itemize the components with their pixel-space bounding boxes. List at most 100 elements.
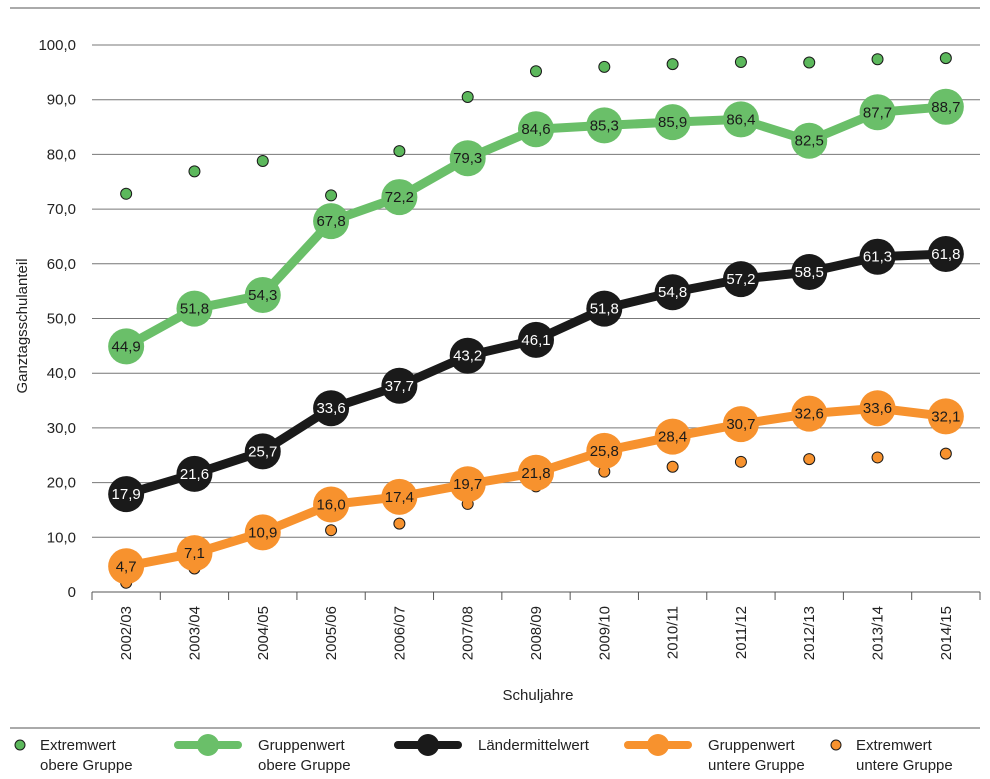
data-marker xyxy=(654,418,691,455)
data-labels: 44,9 51,8 54,3 67,8 72,2 79,3 84,6 85,3 85,9 86,4… xyxy=(112,99,961,575)
extreme-point xyxy=(871,451,884,464)
data-label: 30,7 xyxy=(726,416,755,433)
x-tick-label: 2006/07 xyxy=(391,606,408,660)
x-tick-label: 2005/06 xyxy=(323,606,340,660)
data-marker xyxy=(381,367,418,404)
data-marker xyxy=(108,548,145,585)
data-marker xyxy=(108,328,145,365)
y-axis-label: Ganztagsschulanteil xyxy=(14,258,31,393)
data-marker xyxy=(244,276,281,313)
data-marker xyxy=(518,454,554,491)
data-marker xyxy=(586,290,623,327)
data-label: 21,8 xyxy=(521,465,550,482)
x-axis-ticks: 2002/03 2003/04 2004/05 2005/06 2006/07 2007/… xyxy=(118,606,955,660)
legend-dot xyxy=(830,739,842,751)
y-tick-label: 0 xyxy=(68,584,76,601)
data-marker xyxy=(176,535,213,572)
y-tick-label: 100,0 xyxy=(38,37,76,54)
data-marker xyxy=(654,104,691,141)
data-marker xyxy=(722,261,759,298)
data-label: 86,4 xyxy=(726,111,755,128)
data-marker xyxy=(518,321,554,358)
data-marker xyxy=(381,478,418,515)
data-label: 46,1 xyxy=(521,332,550,349)
data-label: 79,3 xyxy=(453,150,482,167)
data-marker xyxy=(927,235,964,272)
data-label: 72,2 xyxy=(385,189,414,206)
y-tick-label: 20,0 xyxy=(47,475,76,492)
y-tick-label: 10,0 xyxy=(47,529,76,546)
y-tick-label: 30,0 xyxy=(47,420,76,437)
y-tick-label: 90,0 xyxy=(47,92,76,109)
data-label: 25,7 xyxy=(248,443,277,460)
data-label: 4,7 xyxy=(116,558,137,575)
extreme-point xyxy=(120,187,133,200)
data-marker xyxy=(449,337,486,374)
x-tick-label: 2010/11 xyxy=(665,606,682,659)
extreme-point xyxy=(530,65,542,78)
data-label: 54,3 xyxy=(248,287,277,304)
data-marker xyxy=(586,432,623,469)
data-label: 61,8 xyxy=(931,246,960,263)
legend-item: Extremwert obere Gruppe xyxy=(14,737,133,774)
y-tick-label: 80,0 xyxy=(47,146,76,163)
extreme-point xyxy=(393,517,406,530)
data-label: 33,6 xyxy=(316,400,345,417)
x-tick-label: 2002/03 xyxy=(118,606,135,660)
legend-item: Gruppenwert untere Gruppe xyxy=(624,734,805,774)
legend-label-line2: untere Gruppe xyxy=(856,757,953,774)
legend-dot xyxy=(14,739,26,751)
data-marker xyxy=(859,238,896,275)
data-marker xyxy=(449,140,486,177)
data-marker xyxy=(791,395,828,432)
extreme-point xyxy=(939,447,952,460)
y-tick-label: 60,0 xyxy=(47,256,76,273)
data-marker xyxy=(927,88,964,125)
extreme-point xyxy=(666,460,679,473)
legend-label: Gruppenwert xyxy=(708,737,796,754)
extreme-point xyxy=(666,58,679,71)
data-label: 32,6 xyxy=(795,406,824,423)
legend-label: Ländermittelwert xyxy=(478,737,590,754)
data-label: 88,7 xyxy=(931,99,960,116)
legend-label-line2: obere Gruppe xyxy=(258,757,351,774)
data-label: 57,2 xyxy=(726,271,755,288)
dot-green-icon xyxy=(14,739,26,751)
data-label: 25,8 xyxy=(590,443,619,460)
extreme-point xyxy=(734,55,747,68)
legend-label: Gruppenwert xyxy=(258,737,346,754)
data-marker xyxy=(859,94,896,131)
data-label: 67,8 xyxy=(316,213,345,230)
legend-item: Extremwert untere Gruppe xyxy=(830,737,953,774)
data-label: 17,9 xyxy=(112,486,141,503)
y-tick-label: 50,0 xyxy=(47,311,76,328)
data-label: 17,4 xyxy=(385,489,414,506)
y-axis-ticks: 0 10,0 20,0 30,0 40,0 50,0 60,0 70,0 80,0 90,0 100… xyxy=(38,37,76,601)
legend-label: Extremwert xyxy=(856,737,933,754)
dot-orange-icon xyxy=(830,739,842,751)
data-marker xyxy=(859,390,896,427)
extreme-point xyxy=(461,90,474,103)
data-marker xyxy=(313,390,350,427)
extreme-point xyxy=(393,145,406,158)
y-tick-label: 40,0 xyxy=(47,365,76,382)
legend-label-line2: untere Gruppe xyxy=(708,757,805,774)
x-tick-label: 2003/04 xyxy=(186,606,203,660)
data-marker xyxy=(244,433,281,470)
data-label: 44,9 xyxy=(112,338,141,355)
extreme-point xyxy=(325,524,338,537)
data-label: 61,3 xyxy=(863,249,892,266)
line-marker-orange-icon xyxy=(624,734,692,756)
data-marker xyxy=(313,486,350,523)
x-tick-label: 2011/12 xyxy=(733,606,750,659)
data-label: 7,1 xyxy=(184,545,205,562)
data-label: 87,7 xyxy=(863,104,892,121)
extreme-point xyxy=(939,52,952,65)
legend-marker xyxy=(647,734,669,756)
data-marker xyxy=(449,466,486,503)
legend-marker xyxy=(417,734,439,756)
data-label: 58,5 xyxy=(795,264,824,281)
extreme-point xyxy=(803,453,816,466)
data-label: 21,6 xyxy=(180,466,209,483)
